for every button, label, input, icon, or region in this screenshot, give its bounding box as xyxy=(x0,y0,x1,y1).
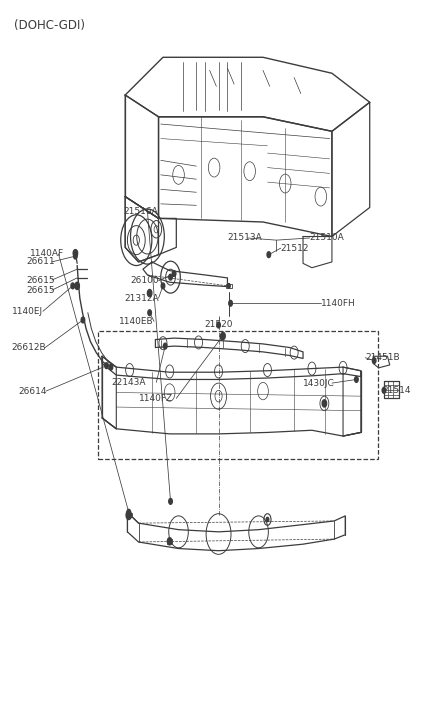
Text: 26615: 26615 xyxy=(26,286,55,294)
Circle shape xyxy=(71,283,74,289)
Text: 26614: 26614 xyxy=(18,387,47,395)
Text: 1430JC: 1430JC xyxy=(303,379,335,387)
Circle shape xyxy=(128,513,130,518)
Circle shape xyxy=(109,364,113,370)
Circle shape xyxy=(169,274,172,280)
Circle shape xyxy=(161,283,165,289)
Circle shape xyxy=(163,343,167,349)
Text: 21514: 21514 xyxy=(382,386,411,395)
Circle shape xyxy=(322,400,326,407)
Bar xyxy=(98,331,378,459)
Bar xyxy=(226,284,231,288)
Text: (DOHC-GDI): (DOHC-GDI) xyxy=(14,19,85,32)
Text: 21520: 21520 xyxy=(204,320,233,329)
Text: 1140EJ: 1140EJ xyxy=(12,307,43,316)
Text: 26611: 26611 xyxy=(26,257,55,266)
Circle shape xyxy=(74,253,77,259)
Circle shape xyxy=(126,511,132,520)
Circle shape xyxy=(172,270,176,276)
Circle shape xyxy=(266,518,269,522)
Circle shape xyxy=(372,358,376,364)
Bar xyxy=(167,539,173,544)
Circle shape xyxy=(127,510,131,515)
Circle shape xyxy=(382,387,386,393)
Text: 21516A: 21516A xyxy=(124,206,158,216)
Circle shape xyxy=(75,282,79,289)
Circle shape xyxy=(105,363,108,369)
Text: 26612B: 26612B xyxy=(12,343,46,352)
Circle shape xyxy=(167,538,172,545)
Text: 22143A: 22143A xyxy=(111,378,145,387)
Circle shape xyxy=(220,334,224,340)
Text: 1140FH: 1140FH xyxy=(321,299,355,308)
Text: 1140AF: 1140AF xyxy=(29,249,64,258)
Circle shape xyxy=(148,289,152,297)
Circle shape xyxy=(221,332,225,340)
Circle shape xyxy=(229,300,232,306)
Circle shape xyxy=(227,284,230,288)
Text: 21512: 21512 xyxy=(281,244,309,252)
Circle shape xyxy=(355,377,358,382)
Bar xyxy=(126,513,132,518)
Text: 1140FZ: 1140FZ xyxy=(139,394,173,403)
Text: 21510A: 21510A xyxy=(310,233,344,243)
Text: 26100: 26100 xyxy=(130,276,158,285)
Circle shape xyxy=(217,322,220,328)
Text: 21451B: 21451B xyxy=(365,353,400,362)
Text: 21312A: 21312A xyxy=(124,294,158,302)
Text: 26615: 26615 xyxy=(26,276,55,284)
Circle shape xyxy=(168,539,171,544)
Circle shape xyxy=(81,317,85,323)
Circle shape xyxy=(73,249,78,257)
Circle shape xyxy=(267,252,271,257)
Circle shape xyxy=(169,499,172,505)
Text: 21513A: 21513A xyxy=(227,233,262,243)
Text: 1140EB: 1140EB xyxy=(119,317,153,326)
Circle shape xyxy=(148,310,152,316)
